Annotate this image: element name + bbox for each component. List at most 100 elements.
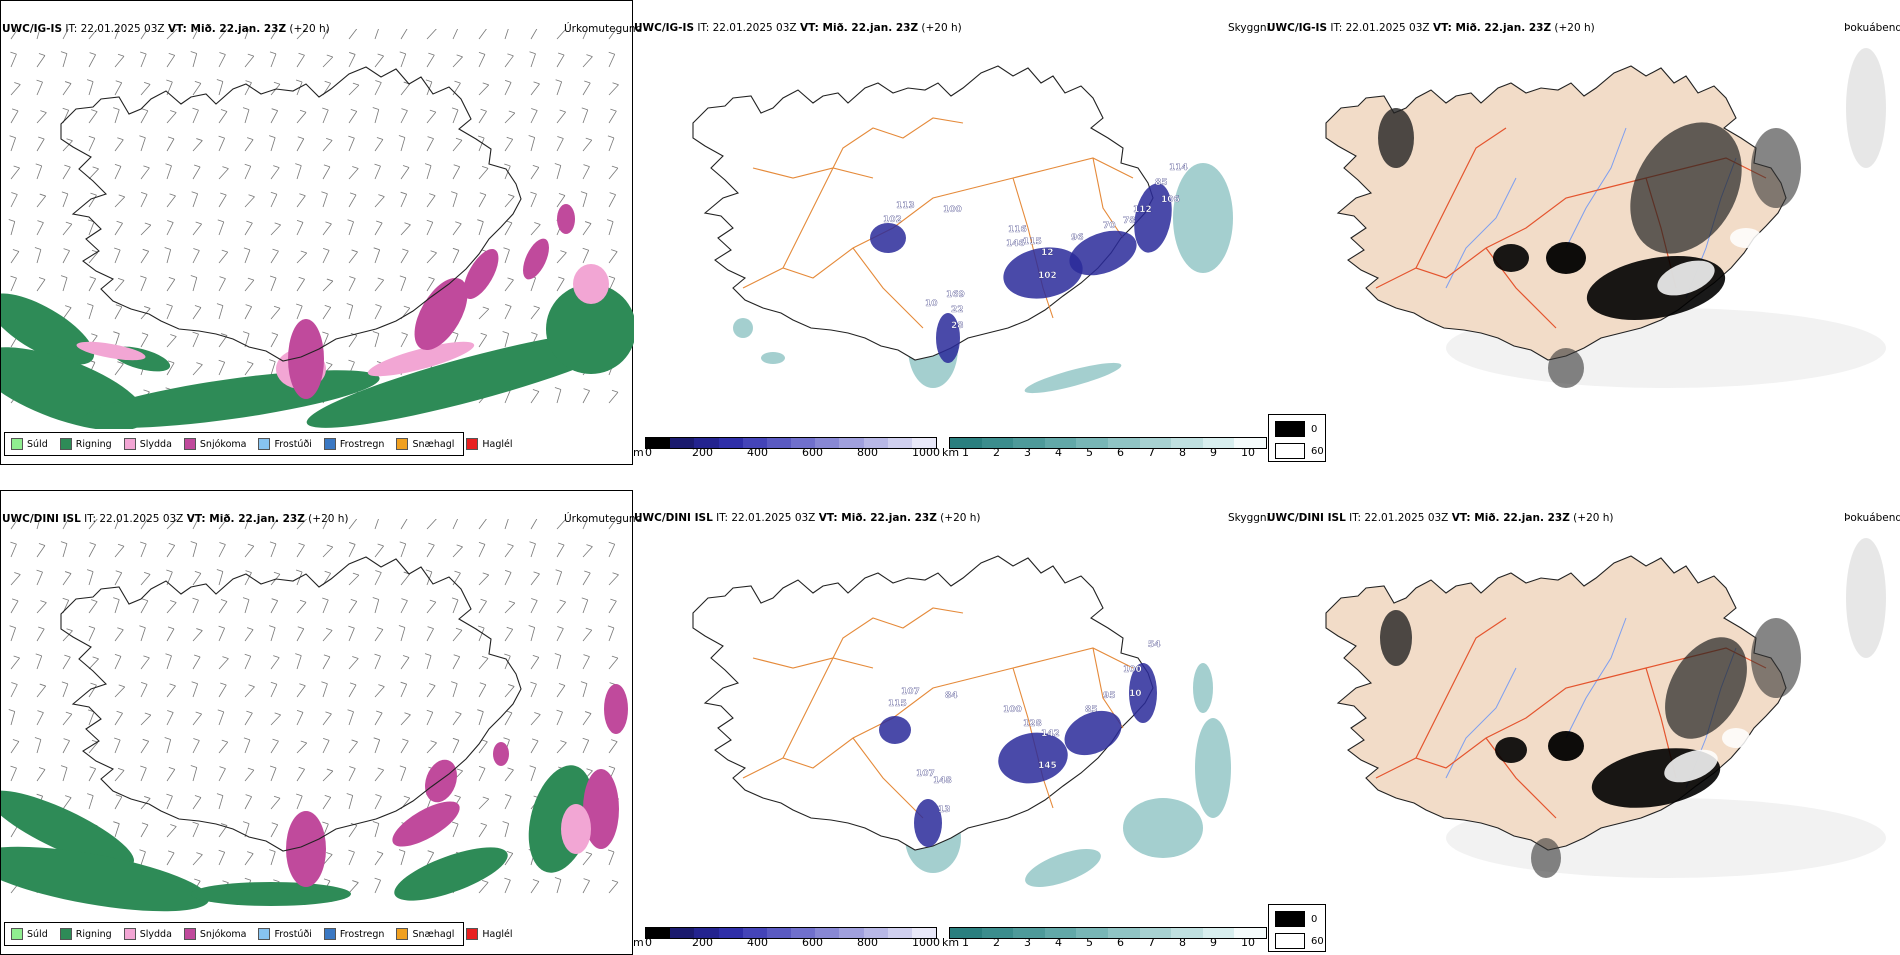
colorbar-tick: 1000 [912,446,940,459]
wind-barb [505,137,513,151]
wind-barb [477,710,483,725]
wind-barb [193,249,199,263]
wind-barb [245,138,253,151]
wind-barb [557,53,564,67]
wind-barb [479,166,488,179]
wind-barb [349,29,358,39]
wind-barb [479,29,487,39]
panel-header: UWC/DINI ISL IT: 22.01.2025 03Z VT: Mið.… [634,512,981,524]
wind-barb [504,878,510,893]
wind-barb [323,248,329,263]
wind-barb [505,544,513,557]
wind-barb [557,741,566,753]
wind-barb [167,137,174,151]
low-ceiling-area [879,716,911,744]
wind-barb [219,626,225,641]
low-cloud-area [1548,348,1584,388]
wind-barb [609,573,619,585]
wind-barb [479,52,485,67]
wind-barb [349,740,358,753]
wind-barb [167,543,175,557]
wind-barb [245,195,255,207]
wind-barb [479,573,489,585]
wind-barb [557,683,565,697]
wind-barb [218,710,224,725]
wind-barb [323,738,329,753]
wind-barb [375,81,381,95]
wind-barb [270,542,276,557]
wind-barb [531,165,539,179]
wind-barb [269,626,275,641]
wind-barb [373,822,379,837]
legend-label: Súld [27,439,48,450]
wind-barb [479,656,488,669]
wind-barb [401,599,407,613]
wind-barb [140,542,146,557]
wind-barb [557,251,566,263]
wind-barb [89,543,96,557]
wind-barb [583,655,589,669]
colorbar-unit: km [942,936,959,949]
wind-barb [89,110,97,123]
rain-area [191,882,351,906]
colorbar-unit: km [942,446,959,459]
colorbar-tick: 6 [1117,936,1124,949]
wind-barb [373,598,379,613]
wind-barb [479,599,487,613]
wind-barb [505,711,512,725]
wind-barb [401,223,410,235]
ceiling-value-label: 102 [883,215,902,225]
wind-barb [374,519,380,529]
wind-barb [9,220,15,235]
wind-barb [427,710,433,725]
ceiling-value-label: 95 [1103,691,1116,701]
wind-barb [87,304,93,319]
panel-header: UWC/DINI ISL IT: 22.01.2025 03Z VT: Mið.… [2,513,349,525]
wind-barb [321,682,327,697]
wind-barb [608,136,614,151]
ceiling-value-label: 96 [1071,233,1084,243]
wind-barb [37,768,45,781]
wind-barb [193,165,200,179]
wind-barb [115,768,124,781]
ceiling-value-label: 85 [1155,178,1168,188]
wind-barb [61,766,67,781]
ceiling-colorbar [645,927,937,939]
precip-type-map [1,29,634,429]
colorbar-bin [767,438,791,448]
wind-barb [609,740,617,753]
legend-label: Haglél [482,439,512,450]
wind-barb [297,767,305,781]
wind-barb [322,598,328,613]
model-name: UWC/IG-IS [634,22,694,34]
valid-time: VT: Mið. 22.jan. 23Z [819,512,937,524]
wind-barb [193,712,202,725]
wind-barb [63,249,70,263]
legend-swatch [124,928,136,940]
wind-barb [165,737,171,753]
colorbar-bin [1140,928,1172,938]
wind-barb [88,710,94,725]
wind-barb [503,331,509,347]
fog-index-map [1266,28,1899,428]
wind-barb [479,519,487,529]
legend-swatch [1275,933,1305,949]
wind-barb [141,739,149,753]
colorbar-tick: 0 [645,936,652,949]
wind-barb [348,626,354,641]
wind-barb [453,571,460,585]
wind-barb [348,220,354,235]
wind-barb [608,850,614,865]
ceiling-value-label: 84 [945,691,958,701]
wind-barb [11,656,20,669]
wind-barb [270,276,276,291]
ceiling-value-label: 115 [1023,237,1042,247]
wind-barb [530,766,536,781]
init-time: IT: 22.01.2025 03Z [65,23,164,35]
wind-barb [503,248,509,263]
wind-barb [271,192,277,207]
wind-barb [375,278,384,291]
legend-swatch [466,928,478,940]
